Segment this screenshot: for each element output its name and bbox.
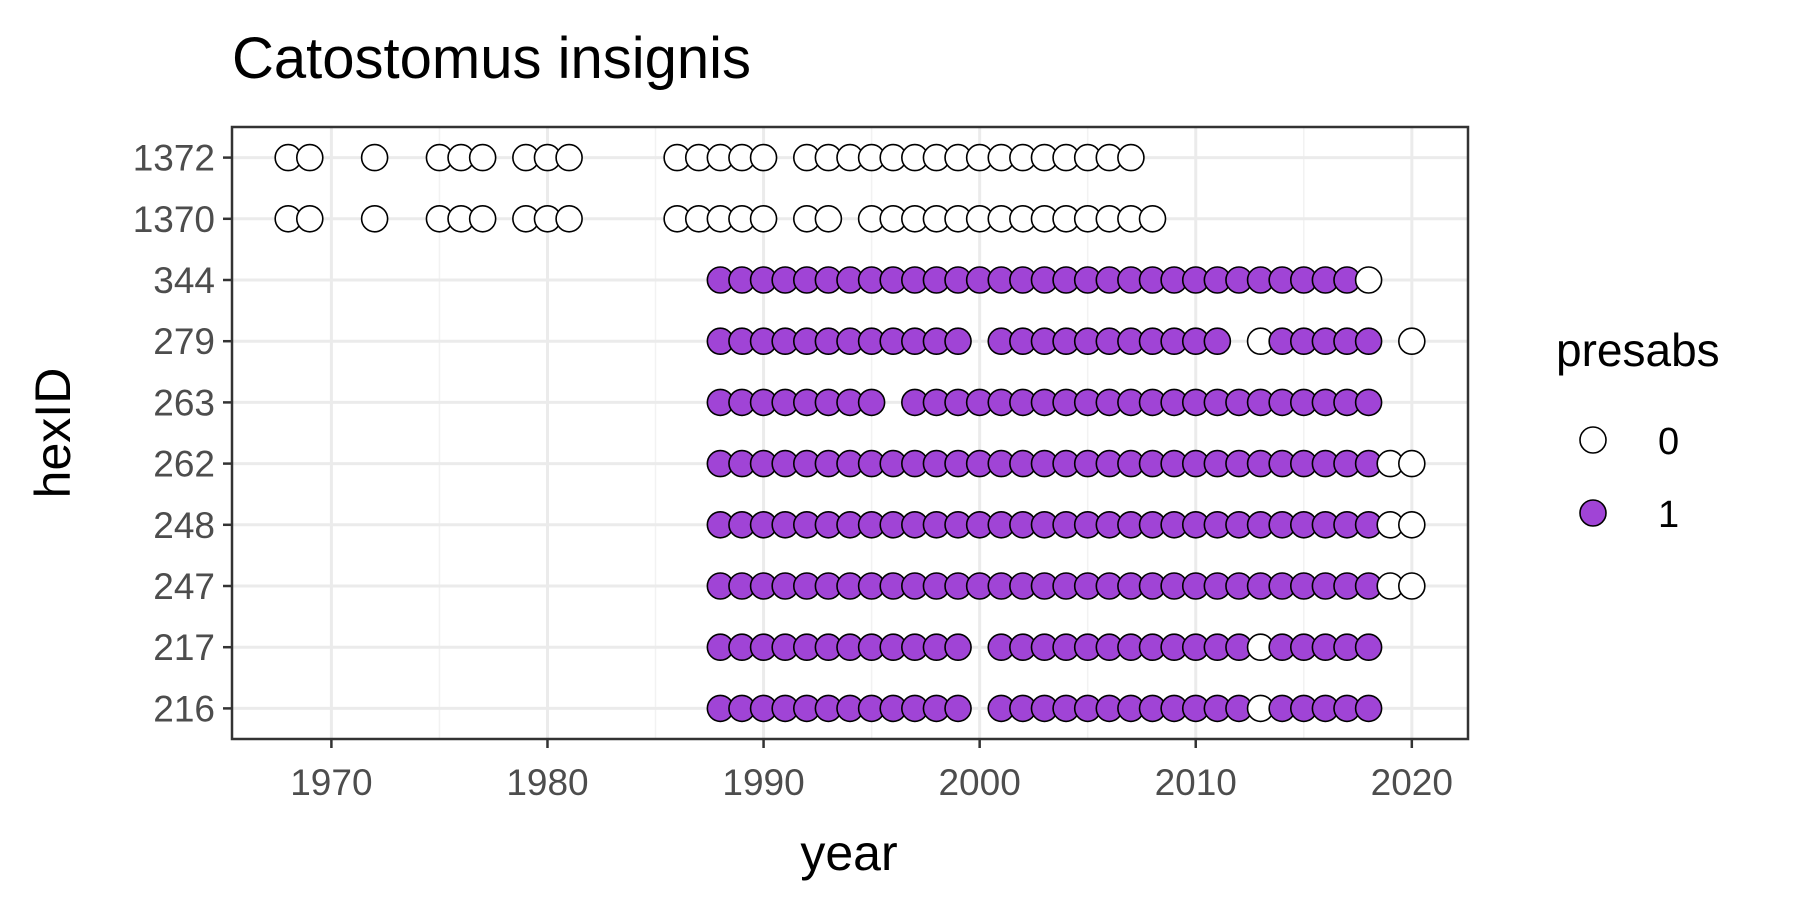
point-absent [1398, 510, 1426, 539]
point-absent [360, 205, 389, 233]
point-present [1203, 327, 1232, 356]
x-tick-label: 1980 [506, 762, 588, 803]
x-tick-label: 1970 [290, 762, 372, 803]
legend-key-1 [1579, 499, 1607, 527]
legend: presabs 0 1 [1556, 324, 1720, 536]
point-absent [814, 205, 843, 233]
point-absent [555, 143, 583, 172]
point-absent [1138, 205, 1167, 233]
chart-title: Catostomus insignis [232, 26, 751, 91]
legend-key-0 [1579, 426, 1607, 454]
point-present [944, 694, 972, 723]
y-tick-label: 1370 [133, 199, 215, 240]
plot-panel [230, 125, 1470, 741]
x-tick-label: 2000 [938, 762, 1020, 803]
point-absent [749, 205, 778, 233]
point-absent [295, 143, 324, 172]
point-absent [360, 143, 389, 172]
point-absent [749, 143, 778, 172]
point-present [944, 633, 972, 662]
x-tick-label: 2010 [1155, 762, 1237, 803]
point-absent [468, 205, 497, 233]
point-present [1354, 633, 1383, 662]
x-axis-title: year [800, 825, 897, 881]
data-points [274, 143, 1426, 723]
point-present [1354, 388, 1383, 417]
y-tick-label: 262 [153, 444, 215, 485]
x-axis: 1970 1980 1990 2000 2010 2020 [290, 739, 1453, 803]
legend-title: presabs [1556, 324, 1720, 376]
y-tick-label: 217 [153, 627, 215, 668]
point-present [1354, 327, 1383, 356]
point-present [857, 388, 886, 417]
y-tick-label: 216 [153, 688, 215, 729]
x-tick-label: 2020 [1371, 762, 1453, 803]
y-tick-label: 344 [153, 260, 215, 301]
point-absent [1117, 143, 1145, 172]
legend-label-0: 0 [1658, 421, 1679, 463]
y-tick-label: 1372 [133, 138, 215, 179]
point-absent [295, 205, 324, 233]
panel-border [230, 125, 1470, 741]
point-present [944, 327, 972, 356]
point-absent [1398, 449, 1426, 478]
y-tick-label: 247 [153, 566, 215, 607]
y-tick-label: 248 [153, 505, 215, 546]
y-axis: 216 217 247 248 262 263 279 344 1370 1372 [133, 138, 232, 729]
point-absent [555, 205, 583, 233]
point-present [1354, 694, 1383, 723]
point-absent [1398, 327, 1426, 356]
legend-label-1: 1 [1658, 494, 1679, 536]
y-tick-label: 263 [153, 382, 215, 423]
point-absent [1354, 266, 1383, 294]
y-tick-label: 279 [153, 321, 215, 362]
y-axis-title: hexID [25, 368, 81, 499]
x-tick-label: 1990 [722, 762, 804, 803]
point-absent [1398, 572, 1426, 600]
point-absent [468, 143, 497, 172]
